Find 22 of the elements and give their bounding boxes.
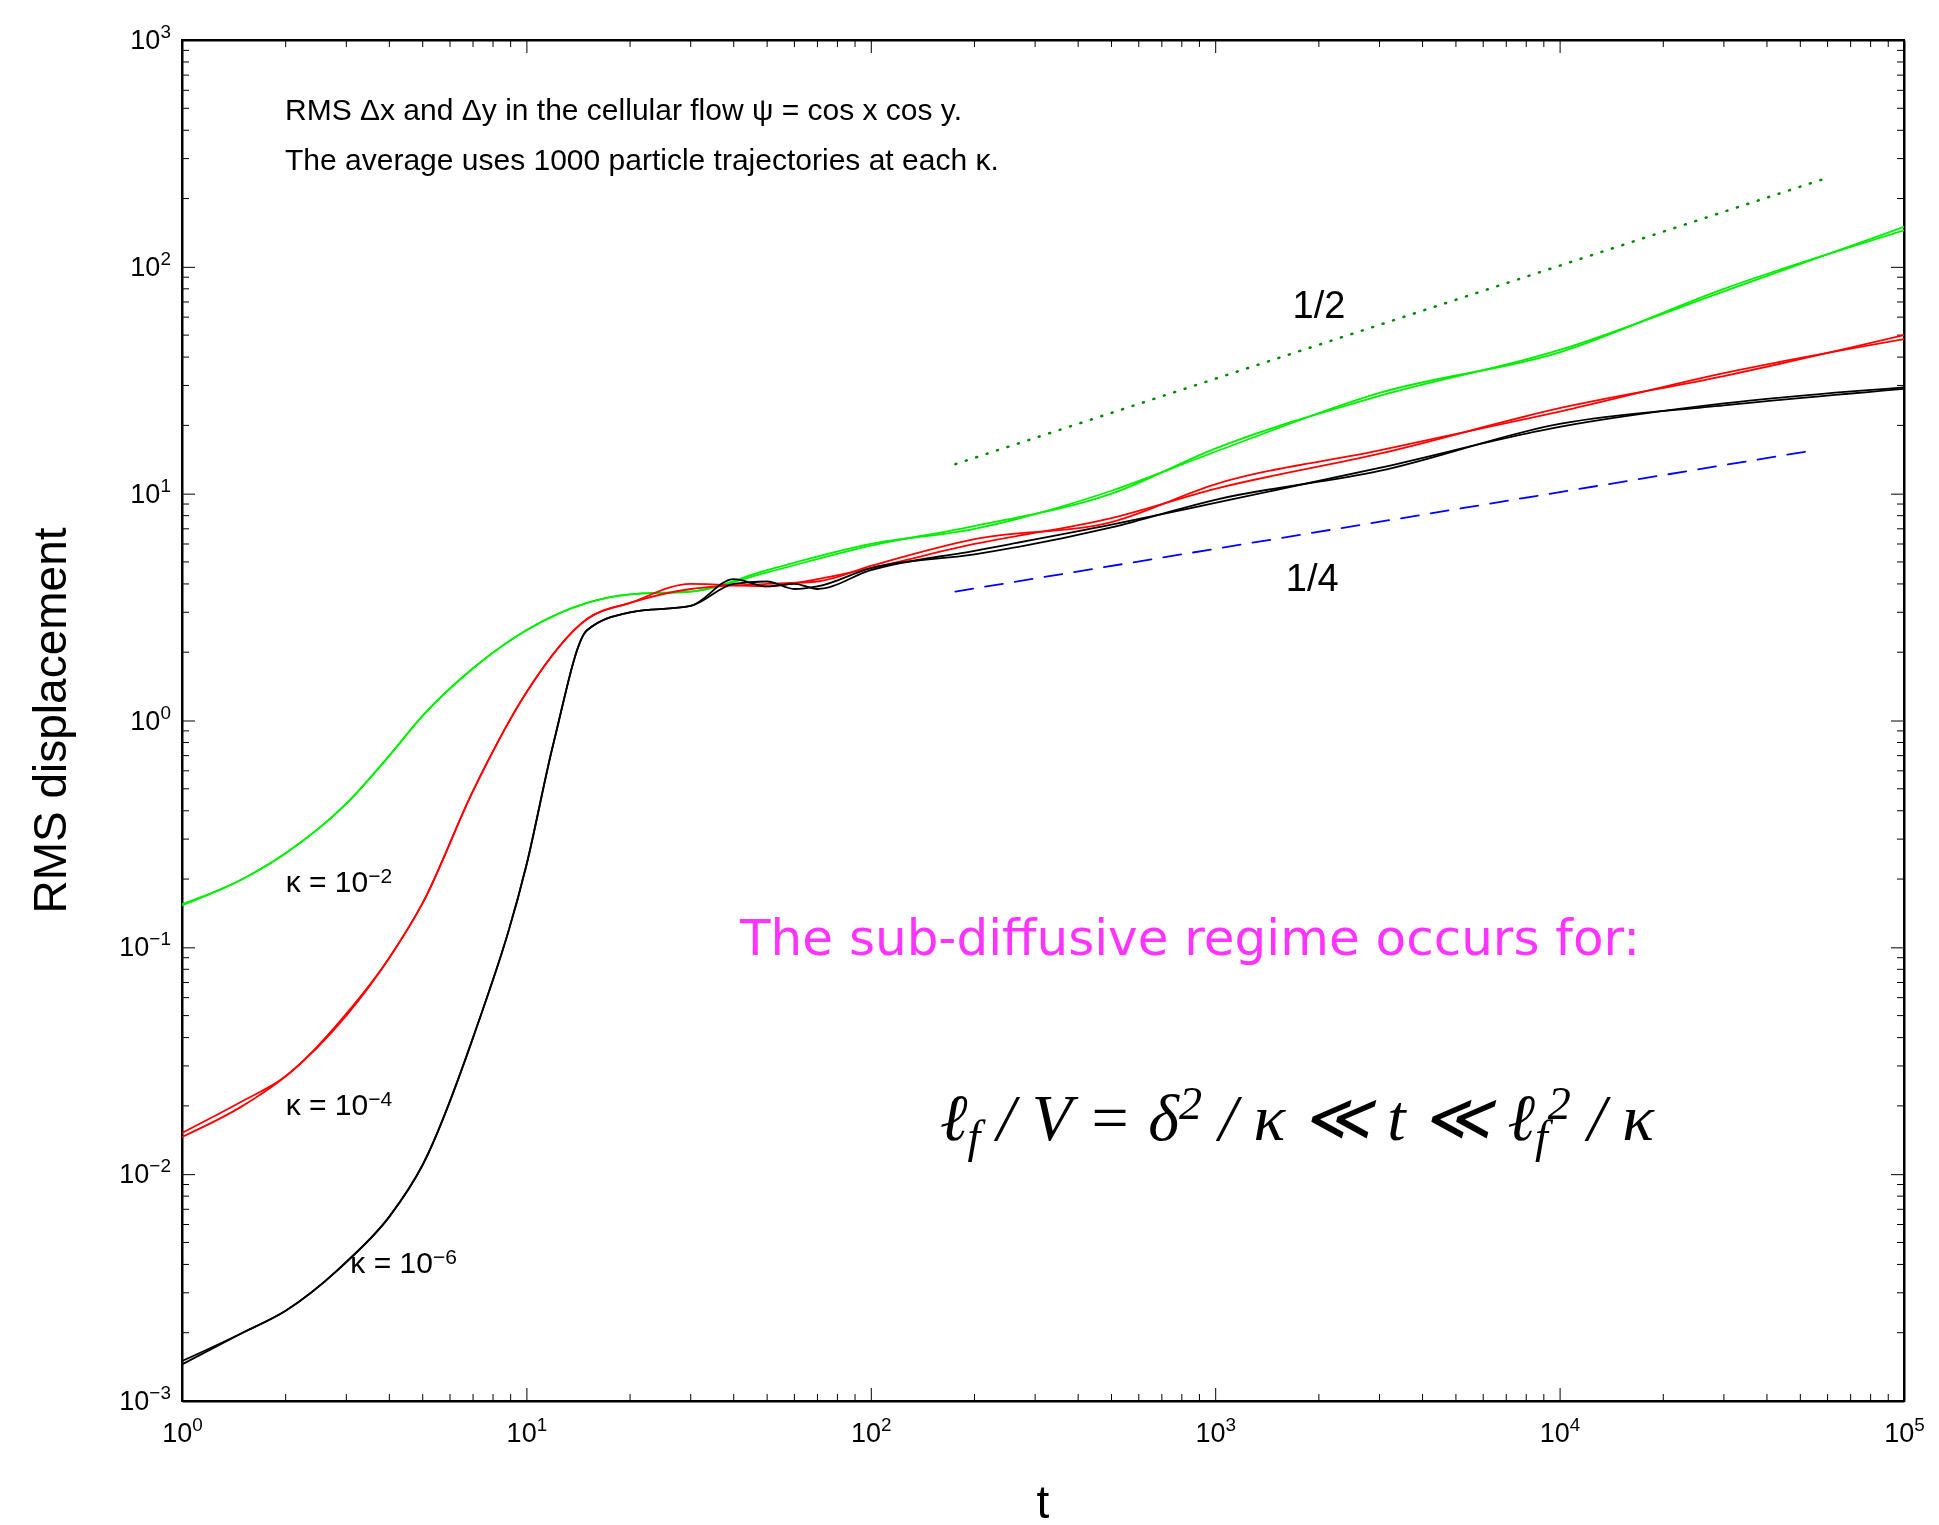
y-tick-label: 10$^{0}$: [130, 701, 171, 736]
x-tick-label: 10$^{4}$: [1539, 1413, 1581, 1448]
series-label: κ = 10$^{−6}$: [350, 1244, 457, 1279]
x-tick-label: 10$^{2}$: [851, 1413, 892, 1448]
y-axis-title: RMS displacement: [24, 527, 76, 914]
x-axis-title: t: [1036, 1476, 1050, 1525]
x-tick-label: 10$^{3}$: [1195, 1413, 1236, 1448]
x-tick-label: 10$^{5}$: [1884, 1413, 1925, 1448]
series-label: κ = 10$^{−2}$: [285, 863, 393, 898]
y-tick-label: 10$^{2}$: [130, 247, 171, 282]
annotation: The sub-diffusive regime occurs for:: [739, 909, 1641, 967]
series-label: 1/2: [1292, 283, 1346, 326]
x-tick-label: 10$^{1}$: [506, 1413, 548, 1448]
annotation: The average uses 1000 particle trajectories at each κ.: [285, 143, 999, 176]
annotation: ℓ$_{f}$ / V = δ$^{2}$ / κ ≪ t ≪ ℓ$_{f}$$^{2}$ / κ: [940, 1078, 1656, 1162]
y-tick-label: 10$^{−2}$: [119, 1154, 171, 1190]
annotation: RMS Δx and Δy in the cellular flow ψ = cos x cos y.: [285, 93, 962, 126]
y-tick-label: 10$^{−1}$: [119, 928, 171, 963]
series-label: 1/4: [1285, 557, 1339, 600]
y-tick-label: 10$^{1}$: [130, 474, 171, 509]
y-tick-label: 10$^{3}$: [130, 20, 171, 56]
series-label: κ = 10$^{−4}$: [285, 1086, 393, 1121]
